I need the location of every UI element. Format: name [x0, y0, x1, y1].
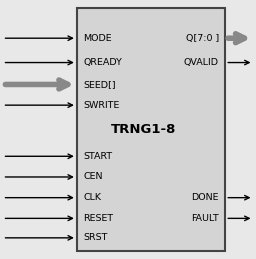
Text: SEED[]: SEED[] — [83, 80, 116, 89]
Text: TRNG1-8: TRNG1-8 — [111, 123, 176, 136]
Text: QVALID: QVALID — [184, 58, 219, 67]
Text: SWRITE: SWRITE — [83, 101, 120, 110]
Bar — [77, 8, 225, 251]
Text: RESET: RESET — [83, 214, 113, 223]
Text: CEN: CEN — [83, 172, 103, 182]
Text: FAULT: FAULT — [191, 214, 219, 223]
Text: DONE: DONE — [191, 193, 219, 202]
Text: MODE: MODE — [83, 34, 112, 43]
Text: CLK: CLK — [83, 193, 101, 202]
Text: QREADY: QREADY — [83, 58, 122, 67]
Text: START: START — [83, 152, 112, 161]
Text: SRST: SRST — [83, 233, 108, 242]
Text: Q[7:0 ]: Q[7:0 ] — [186, 34, 219, 43]
